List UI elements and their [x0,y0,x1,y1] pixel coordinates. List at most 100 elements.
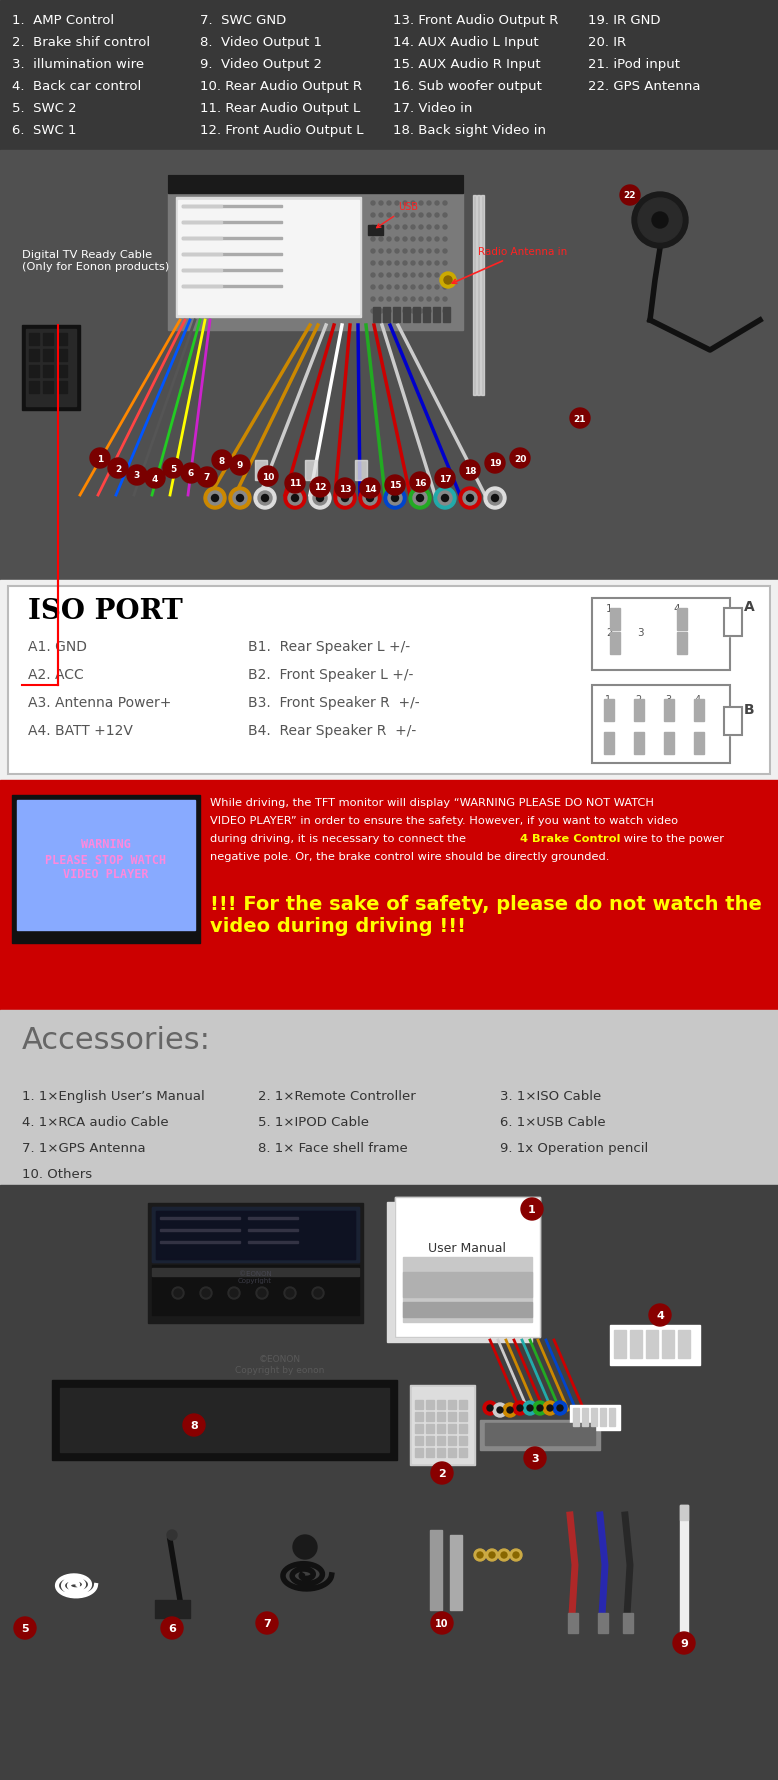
Bar [0,150,778,580]
Circle shape [419,297,423,301]
Text: 1: 1 [528,1205,536,1216]
Bar [664,700,674,721]
Circle shape [547,1404,553,1412]
Text: B1.  Rear Speaker L +/-: B1. Rear Speaker L +/- [248,641,410,653]
Text: 6. 1×USB Cable: 6. 1×USB Cable [500,1116,605,1129]
Circle shape [419,224,423,230]
Bar [724,609,742,635]
Circle shape [403,297,407,301]
Text: B4.  Rear Speaker R  +/-: B4. Rear Speaker R +/- [248,724,416,739]
Text: 7: 7 [263,1620,271,1629]
Bar [459,1436,467,1445]
Bar [248,1241,298,1242]
Text: 5. 1×IPOD Cable: 5. 1×IPOD Cable [258,1116,369,1129]
Circle shape [638,198,682,242]
Bar [305,459,317,481]
Circle shape [237,495,244,502]
Circle shape [632,192,688,247]
Text: 1.  AMP Control: 1. AMP Control [12,14,114,27]
Text: 5: 5 [21,1623,29,1634]
Circle shape [371,272,375,278]
Text: 4. 1×RCA audio Cable: 4. 1×RCA audio Cable [22,1116,169,1129]
Bar [182,237,282,239]
Circle shape [483,1401,497,1415]
Circle shape [261,495,268,502]
Text: during driving, it is necessary to connect the: during driving, it is necessary to conne… [210,835,470,844]
Text: 3. 1×ISO Cable: 3. 1×ISO Cable [500,1089,601,1104]
Circle shape [371,237,375,240]
Text: Accessories:: Accessories: [22,1025,211,1056]
Text: 14. AUX Audio L Input: 14. AUX Audio L Input [393,36,538,50]
Text: 7: 7 [204,473,210,482]
Circle shape [387,224,391,230]
Circle shape [229,488,251,509]
Circle shape [411,249,415,253]
Bar [459,1424,467,1433]
Bar [410,1385,475,1465]
Bar [0,1009,778,1185]
Bar [570,1404,620,1429]
Circle shape [395,224,399,230]
Bar [373,306,380,322]
Circle shape [435,214,439,217]
Bar [415,1412,423,1420]
Bar [724,609,742,635]
Circle shape [497,1406,503,1413]
Bar [403,1257,532,1323]
Circle shape [379,262,383,265]
Text: A: A [744,600,755,614]
Circle shape [371,310,375,313]
Text: 16: 16 [414,479,426,488]
Circle shape [524,1447,546,1468]
Circle shape [371,214,375,217]
Circle shape [443,285,447,288]
Circle shape [427,224,431,230]
Bar [395,1196,540,1337]
Bar [412,1387,473,1463]
Circle shape [204,488,226,509]
Circle shape [427,214,431,217]
Bar [403,306,410,322]
Circle shape [363,491,377,506]
Circle shape [487,1404,493,1412]
Circle shape [435,285,439,288]
Circle shape [435,310,439,313]
Circle shape [486,1549,498,1561]
Circle shape [411,201,415,205]
Text: 17: 17 [439,475,451,484]
Bar [152,1267,359,1276]
Bar [573,1408,579,1426]
Circle shape [403,224,407,230]
Circle shape [443,272,447,278]
Text: 21: 21 [573,415,587,424]
Circle shape [285,473,305,493]
Bar [182,205,222,206]
Bar [423,306,430,322]
Text: ISO PORT: ISO PORT [28,598,183,625]
Bar [680,1506,688,1520]
Bar [646,1330,658,1358]
Circle shape [427,285,431,288]
Circle shape [460,459,480,481]
Bar [614,1330,626,1358]
Circle shape [410,472,430,491]
Circle shape [233,491,247,506]
Text: 7.  SWC GND: 7. SWC GND [200,14,286,27]
Circle shape [384,488,406,509]
Text: 1: 1 [606,603,612,614]
Circle shape [503,1403,517,1417]
Bar [182,237,222,239]
Text: 11: 11 [289,479,301,488]
Circle shape [379,237,383,240]
Circle shape [371,249,375,253]
Text: 8: 8 [190,1420,198,1431]
Circle shape [258,1289,266,1298]
Circle shape [403,201,407,205]
Circle shape [371,285,375,288]
Bar [248,1228,298,1232]
Text: 1. 1×English User’s Manual: 1. 1×English User’s Manual [22,1089,205,1104]
Circle shape [419,285,423,288]
Text: 2: 2 [115,465,121,473]
Circle shape [181,463,201,482]
Circle shape [510,449,530,468]
